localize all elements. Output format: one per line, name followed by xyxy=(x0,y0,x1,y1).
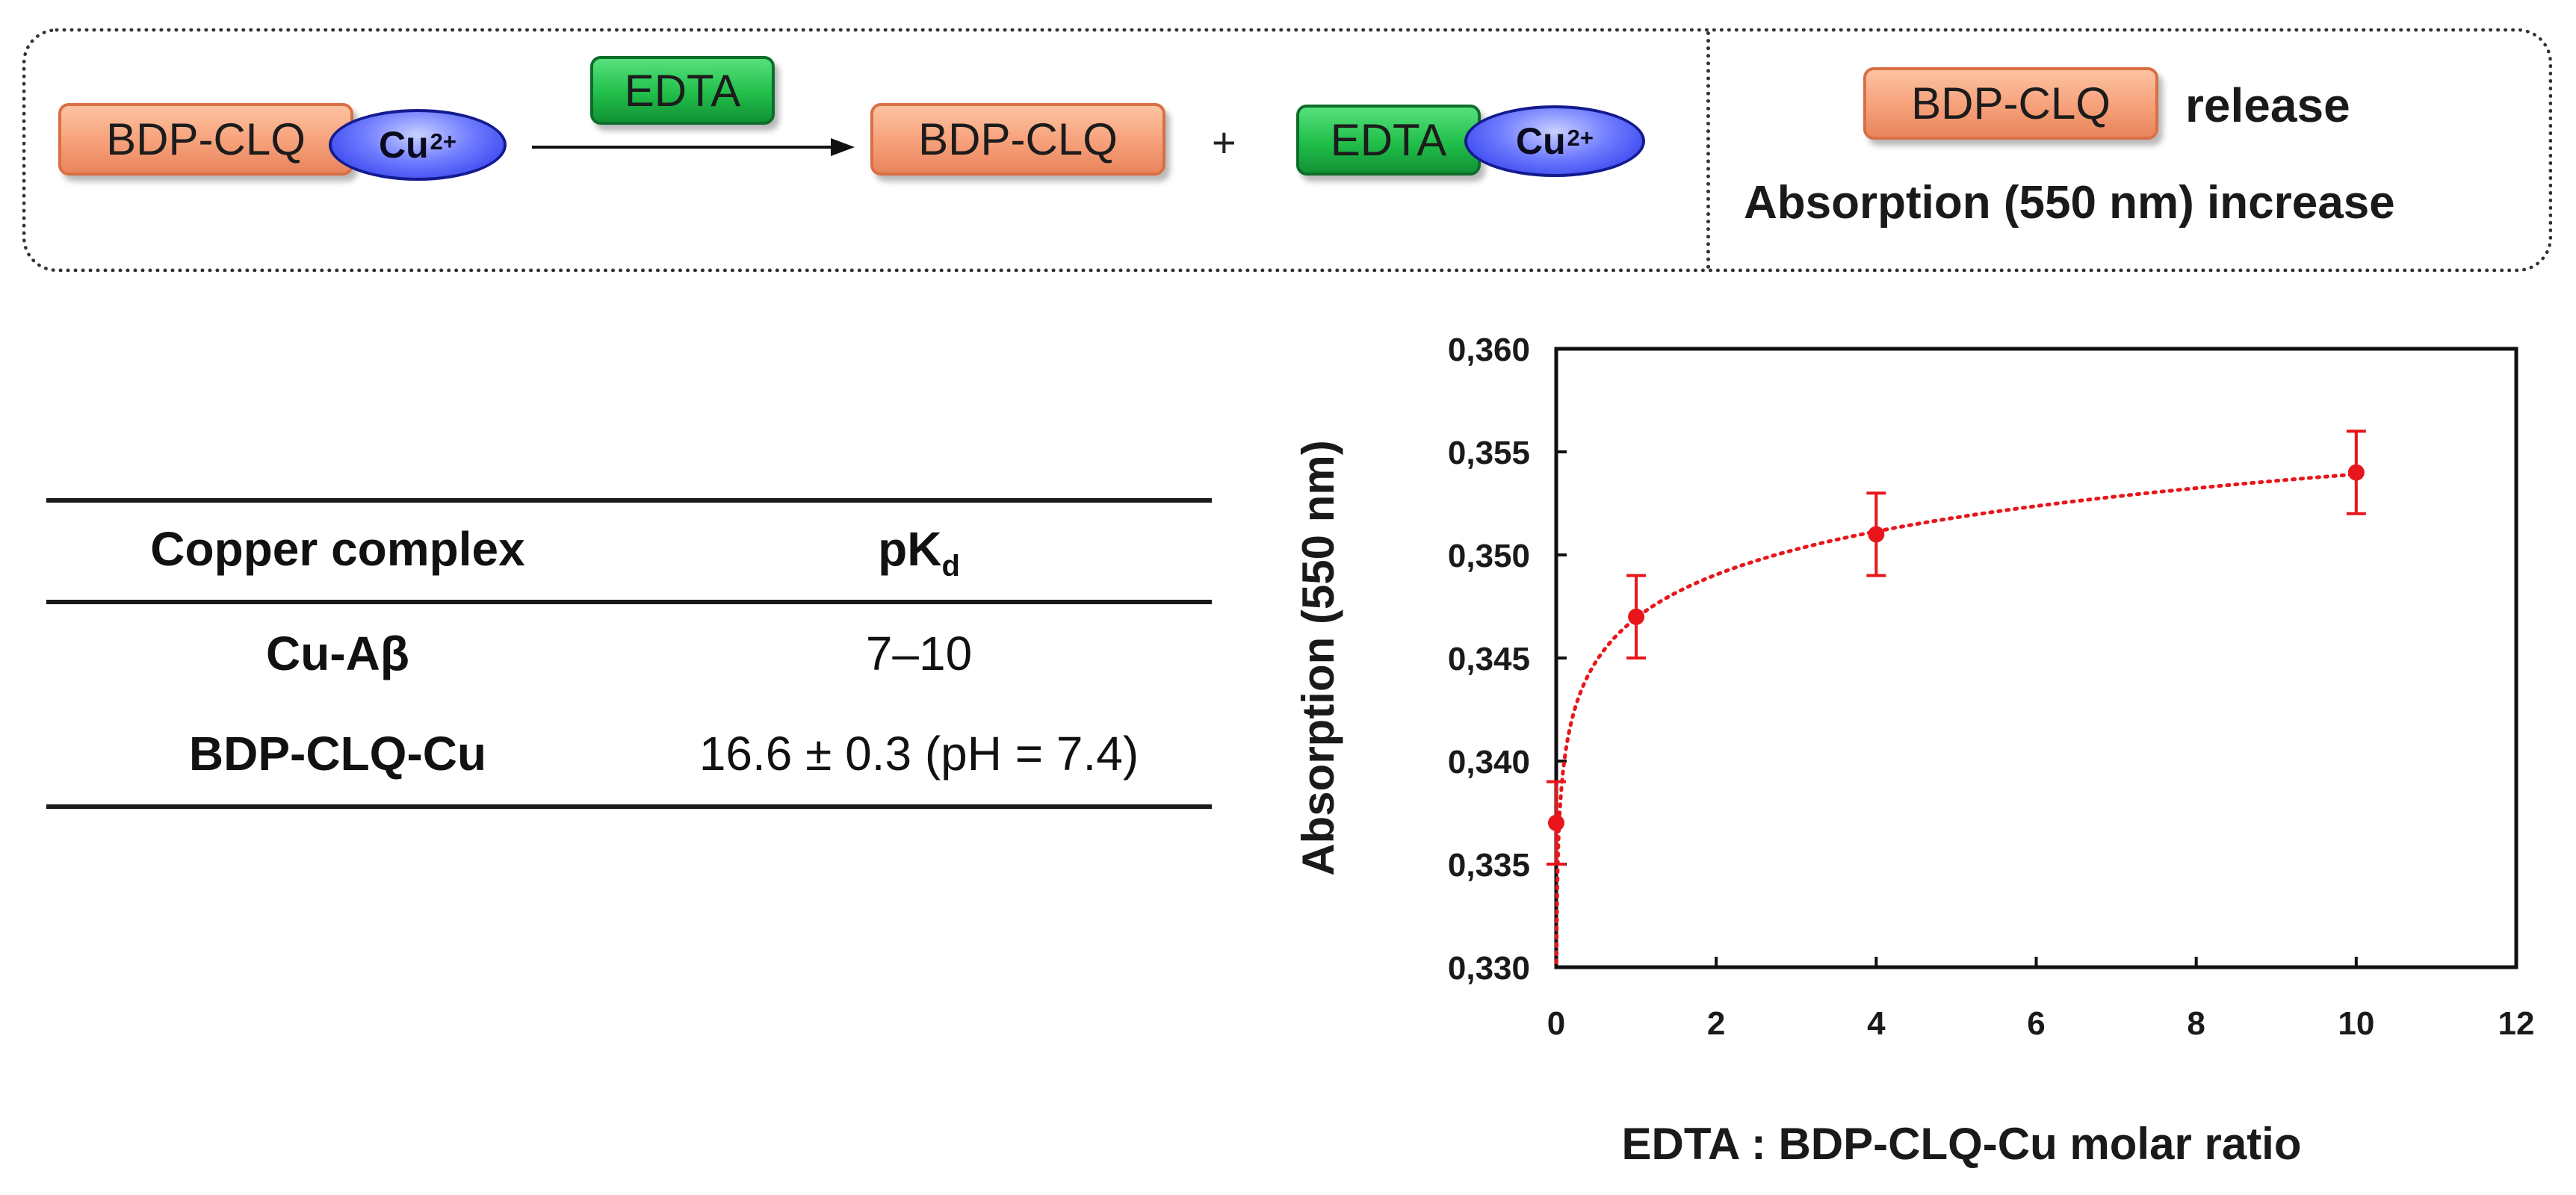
table-cell-pkd-row1: 7–10 xyxy=(865,627,973,680)
table-cell-pkd-row2: 16.6 ± 0.3 (pH = 7.4) xyxy=(699,727,1139,780)
x-axis-title: EDTA : BDP-CLQ-Cu molar ratio xyxy=(1622,1119,2302,1169)
x-tick-label: 6 xyxy=(2027,1005,2045,1042)
copper-label: Cu xyxy=(1515,120,1566,162)
pkd-main: pK xyxy=(878,522,942,576)
x-tick-label: 12 xyxy=(2498,1005,2535,1042)
reaction-arrow xyxy=(532,138,855,156)
plot-frame xyxy=(1554,347,2518,969)
y-tick-label: 0,340 xyxy=(1448,744,1530,780)
y-tick-label: 0,345 xyxy=(1448,641,1530,677)
y-tick-label: 0,335 xyxy=(1448,847,1530,884)
y-tick-label: 0,350 xyxy=(1448,538,1530,574)
bdp-clq-release-pill: BDP-CLQ xyxy=(1863,67,2158,140)
edta-product-label: EDTA xyxy=(1330,115,1447,165)
data-point xyxy=(2347,464,2365,481)
scheme-divider xyxy=(1706,31,1710,269)
copper-label: Cu xyxy=(378,124,429,166)
table-header-complex: Copper complex xyxy=(150,522,525,576)
copper-charge: 2+ xyxy=(430,128,456,155)
release-text: release xyxy=(2185,78,2350,132)
edta-reagent-pill: EDTA xyxy=(590,56,775,125)
table-bottom-rule xyxy=(46,804,1212,809)
data-point xyxy=(1628,608,1645,625)
plus-sign: + xyxy=(1212,119,1236,166)
x-tick-label: 10 xyxy=(2338,1005,2374,1042)
bdp-clq-label: BDP-CLQ xyxy=(106,114,306,164)
edta-reagent-label: EDTA xyxy=(624,65,741,116)
bdp-clq-pill-product: BDP-CLQ xyxy=(870,103,1165,176)
table-header-rule xyxy=(46,600,1212,604)
copper-ellipse-reactant: Cu 2+ xyxy=(329,109,507,181)
x-tick-label: 2 xyxy=(1707,1005,1725,1042)
scheme-box xyxy=(22,28,2552,272)
data-point xyxy=(1548,814,1564,831)
x-tick-label: 8 xyxy=(2187,1005,2205,1042)
data-point xyxy=(1868,526,1885,543)
edta-pill-product: EDTA xyxy=(1296,105,1481,176)
x-tick-label: 4 xyxy=(1867,1005,1886,1042)
y-tick-label: 0,360 xyxy=(1448,332,1530,368)
pkd-subscript: d xyxy=(941,550,960,583)
trendline xyxy=(1554,472,2359,965)
bdp-clq-product-label: BDP-CLQ xyxy=(918,114,1118,164)
table-header-pkd: pKd xyxy=(628,521,1210,583)
y-axis-title: Absorption (550 nm) xyxy=(1293,440,1343,875)
absorption-increase-text: Absorption (550 nm) increase xyxy=(1744,177,2395,229)
y-tick-label: 0,355 xyxy=(1448,435,1530,471)
copper-charge: 2+ xyxy=(1567,125,1594,151)
table-top-rule xyxy=(46,498,1212,503)
x-tick-label: 0 xyxy=(1547,1005,1565,1042)
bdp-clq-release-label: BDP-CLQ xyxy=(1911,78,2111,128)
table-cell-complex-row1: Cu-Aβ xyxy=(266,627,409,680)
y-tick-label: 0,330 xyxy=(1448,950,1530,987)
copper-ellipse-product: Cu 2+ xyxy=(1464,105,1645,177)
table-cell-complex-row2: BDP-CLQ-Cu xyxy=(188,727,487,780)
